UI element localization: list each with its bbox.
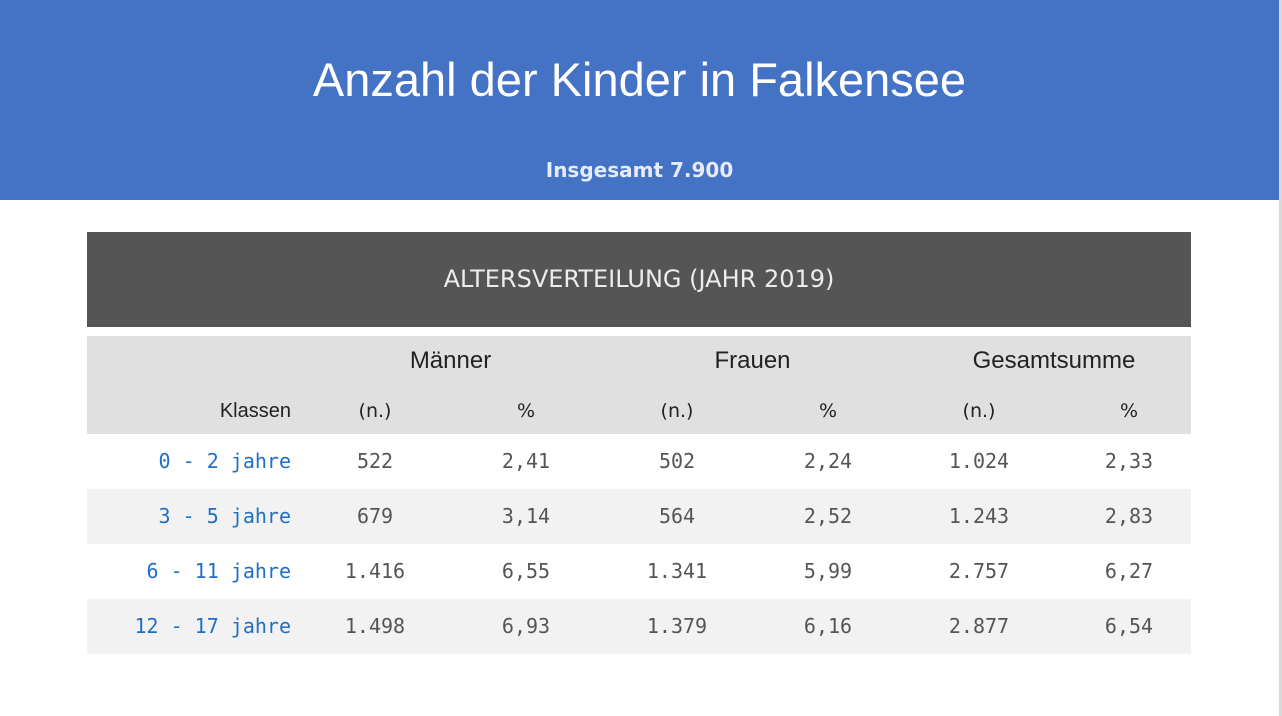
table-header: Männer Frauen Gesamtsumme Klassen (n.) %… — [87, 336, 1191, 434]
table-row: 6 - 11 jahre 1.416 6,55 1.341 5,99 2.757… — [87, 544, 1191, 599]
column-header-gesamt-percent: % — [1119, 400, 1139, 422]
age-class-link[interactable]: 0 - 2 jahre — [158, 449, 291, 473]
group-header-gesamtsumme: Gesamtsumme — [972, 347, 1136, 374]
frauen-count: 1.341 — [646, 559, 708, 583]
maenner-percent: 6,93 — [501, 614, 551, 638]
page-subtitle: Insgesamt 7.900 — [545, 158, 734, 182]
column-header-klassen: Klassen — [219, 400, 291, 422]
frauen-percent: 2,52 — [803, 504, 853, 528]
gesamt-percent: 6,54 — [1104, 614, 1154, 638]
group-header-maenner: Männer — [409, 347, 492, 374]
table-spacer — [87, 327, 1191, 336]
slide-border — [1279, 0, 1282, 716]
maenner-count: 522 — [356, 449, 394, 473]
slide-header: Anzahl der Kinder in Falkensee Insgesamt… — [0, 0, 1279, 200]
table-title: ALTERSVERTEILUNG (JAHR 2019) — [87, 232, 1191, 327]
frauen-percent: 6,16 — [803, 614, 853, 638]
age-distribution-table: ALTERSVERTEILUNG (JAHR 2019) Männer Frau… — [87, 232, 1191, 654]
frauen-percent: 5,99 — [803, 559, 853, 583]
frauen-percent: 2,24 — [803, 449, 853, 473]
gesamt-count: 2.757 — [948, 559, 1010, 583]
frauen-count: 1.379 — [646, 614, 708, 638]
gesamt-percent: 2,83 — [1104, 504, 1154, 528]
age-class-link[interactable]: 6 - 11 jahre — [146, 559, 292, 583]
column-header-frauen-percent: % — [818, 400, 838, 422]
column-header-gesamt-n: (n.) — [962, 400, 996, 422]
column-header-maenner-n: (n.) — [358, 400, 392, 422]
group-header-frauen: Frauen — [714, 347, 791, 374]
frauen-count: 502 — [658, 449, 696, 473]
maenner-percent: 6,55 — [501, 559, 551, 583]
table-row: 0 - 2 jahre 522 2,41 502 2,24 1.024 2,33 — [87, 434, 1191, 489]
column-header-frauen-n: (n.) — [660, 400, 694, 422]
table-row: 12 - 17 jahre 1.498 6,93 1.379 6,16 2.87… — [87, 599, 1191, 654]
page-title: Anzahl der Kinder in Falkensee — [312, 53, 967, 106]
maenner-percent: 2,41 — [501, 449, 551, 473]
frauen-count: 564 — [658, 504, 696, 528]
maenner-percent: 3,14 — [501, 504, 551, 528]
maenner-count: 1.498 — [344, 614, 406, 638]
gesamt-count: 1.024 — [948, 449, 1010, 473]
maenner-count: 1.416 — [344, 559, 406, 583]
age-class-link[interactable]: 12 - 17 jahre — [134, 614, 291, 638]
table-row: 3 - 5 jahre 679 3,14 564 2,52 1.243 2,83 — [87, 489, 1191, 544]
gesamt-count: 1.243 — [948, 504, 1010, 528]
gesamt-percent: 2,33 — [1104, 449, 1154, 473]
column-header-maenner-percent: % — [516, 400, 536, 422]
maenner-count: 679 — [356, 504, 394, 528]
age-class-link[interactable]: 3 - 5 jahre — [158, 504, 291, 528]
gesamt-percent: 6,27 — [1104, 559, 1154, 583]
gesamt-count: 2.877 — [948, 614, 1010, 638]
